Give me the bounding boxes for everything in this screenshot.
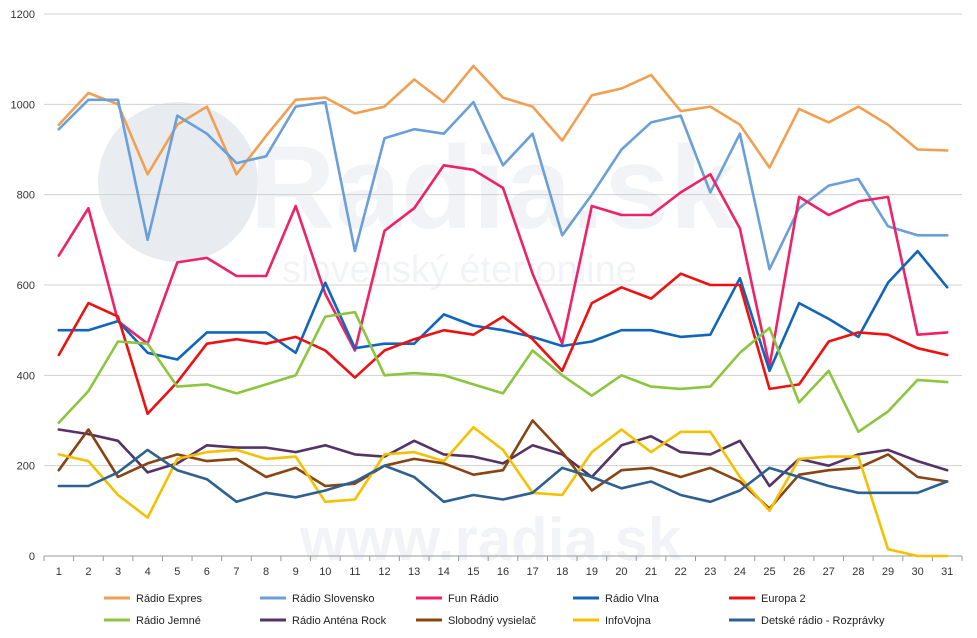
- x-tick-label: 25: [763, 566, 775, 578]
- x-tick-label: 7: [233, 566, 239, 578]
- x-tick-label: 10: [319, 566, 331, 578]
- y-tick-label: 400: [17, 370, 35, 382]
- series-line-2: [57, 164, 949, 368]
- legend-label: Rádio Expres: [136, 593, 203, 605]
- x-tick-label: 27: [823, 566, 835, 578]
- y-tick-label: 0: [29, 551, 35, 563]
- legend-label: Slobodný vysielač: [448, 615, 537, 627]
- x-tick-label: 29: [882, 566, 894, 578]
- x-tick-label: 21: [645, 566, 657, 578]
- x-tick-label: 23: [704, 566, 716, 578]
- x-tick-label: 28: [852, 566, 864, 578]
- x-tick-label: 9: [293, 566, 299, 578]
- x-tick-label: 6: [204, 566, 210, 578]
- legend-label: Rádio Anténa Rock: [292, 615, 387, 627]
- radia-logo-icon: [98, 102, 258, 262]
- watermark-footer: www.radia.sk: [299, 506, 682, 573]
- legend-label: Rádio Vlna: [605, 593, 660, 605]
- series-line-5: [57, 310, 949, 434]
- x-tick-label: 19: [586, 566, 598, 578]
- legend-label: InfoVojna: [605, 615, 652, 627]
- series-line-1: [57, 98, 949, 271]
- legend-label: Europa 2: [761, 593, 806, 605]
- x-tick-label: 11: [349, 566, 360, 578]
- y-tick-label: 800: [17, 190, 35, 202]
- legend-label: Rádio Slovensko: [292, 593, 375, 605]
- series-line-7: [57, 419, 949, 510]
- series-line-4: [57, 272, 949, 416]
- x-tick-label: 14: [438, 566, 450, 578]
- x-tick-label: 20: [615, 566, 627, 578]
- x-tick-label: 5: [174, 566, 180, 578]
- x-tick-label: 22: [675, 566, 687, 578]
- series-line-9: [57, 448, 949, 504]
- x-tick-label: 16: [497, 566, 509, 578]
- x-tick-label: 13: [408, 566, 420, 578]
- x-tick-label: 31: [941, 566, 953, 578]
- x-tick-label: 15: [467, 566, 479, 578]
- watermark: Radia.sk slovenský éter online www.radia…: [98, 102, 736, 573]
- y-tick-label: 600: [17, 280, 35, 292]
- x-tick-label: 12: [378, 566, 390, 578]
- y-tick-label: 1200: [11, 9, 35, 21]
- x-tick-label: 8: [263, 566, 269, 578]
- legend-label: Rádio Jemné: [136, 615, 201, 627]
- x-tick-label: 17: [526, 566, 538, 578]
- legend-label: Fun Rádio: [448, 593, 499, 605]
- series-line-8: [57, 425, 949, 558]
- x-tick-label: 24: [734, 566, 746, 578]
- y-tick-label: 200: [17, 461, 35, 473]
- x-tick-label: 2: [85, 566, 91, 578]
- x-tick-label: 26: [793, 566, 805, 578]
- series-line-3: [57, 249, 949, 373]
- x-tick-label: 4: [145, 566, 151, 578]
- x-tick-label: 3: [115, 566, 121, 578]
- legend-label: Detské rádio - Rozprávky: [761, 615, 885, 627]
- series-lines: [57, 64, 949, 558]
- x-tick-label: 1: [56, 566, 62, 578]
- y-tick-label: 1000: [11, 99, 35, 111]
- grid: [44, 13, 962, 557]
- series-line-0: [57, 64, 949, 176]
- legend: Rádio Expres Rádio Slovensko Fun Rádio Rádi…: [104, 593, 885, 627]
- x-tick-label: 30: [911, 566, 923, 578]
- x-tick-label: 18: [556, 566, 568, 578]
